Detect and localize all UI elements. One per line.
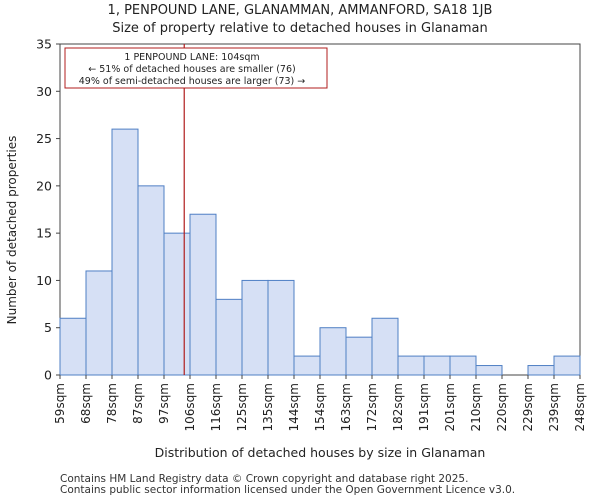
y-tick-label: 10 [36, 273, 52, 288]
bar-group [59, 128, 581, 376]
x-tick-label-163sqm: 163sqm [339, 383, 353, 431]
annotation-line-3: 49% of semi-detached houses are larger (… [79, 76, 306, 87]
bar-163sqm [345, 336, 373, 376]
y-axis-label: Number of detached properties [5, 136, 19, 325]
x-tick-label-106sqm: 106sqm [183, 383, 197, 431]
bar-172sqm [371, 317, 399, 376]
x-tick-label-154sqm: 154sqm [313, 383, 327, 431]
bar-68sqm [85, 270, 113, 376]
y-tick-label: 30 [36, 84, 52, 99]
x-tick-label-116sqm: 116sqm [209, 383, 223, 431]
annotation-box [64, 47, 328, 89]
x-tick-label-172sqm: 172sqm [365, 383, 379, 431]
x-axis-label: Distribution of detached houses by size … [155, 445, 486, 460]
chart-subtitle: Size of property relative to detached ho… [112, 21, 488, 36]
bar-106sqm [189, 213, 217, 376]
x-tick-label-135sqm: 135sqm [261, 383, 275, 431]
bar-229sqm [527, 365, 555, 376]
bar-97sqm [163, 232, 191, 376]
x-tick-label-97sqm: 97sqm [157, 383, 171, 424]
footer-line-2: Contains public sector information licen… [60, 484, 516, 496]
bar-144sqm [293, 355, 321, 376]
x-tick-label-144sqm: 144sqm [287, 383, 301, 431]
bar-154sqm [319, 327, 347, 376]
bar-239sqm [553, 355, 581, 376]
chart-title: 1, PENPOUND LANE, GLANAMMAN, AMMANFORD, … [107, 3, 493, 18]
bar-59sqm [59, 317, 87, 376]
x-tick-label-239sqm: 239sqm [547, 383, 561, 431]
x-tick-label-182sqm: 182sqm [391, 383, 405, 431]
y-tick-label: 15 [36, 226, 52, 241]
bar-116sqm [215, 298, 243, 376]
annotation-line-1: 1 PENPOUND LANE: 104sqm [124, 52, 259, 63]
x-tick-label-229sqm: 229sqm [521, 383, 535, 431]
x-tick-label-220sqm: 220sqm [495, 383, 509, 431]
x-tick-label-201sqm: 201sqm [443, 383, 457, 431]
x-tick-label-59sqm: 59sqm [53, 383, 67, 424]
bar-210sqm [475, 365, 503, 376]
x-tick-label-87sqm: 87sqm [131, 383, 145, 424]
bar-135sqm [267, 279, 295, 376]
x-tick-label-248sqm: 248sqm [573, 383, 587, 431]
y-tick-label: 35 [36, 37, 52, 52]
bar-191sqm [423, 355, 451, 376]
y-axis: 0 5 10 15 20 25 30 35 [36, 37, 60, 383]
x-axis: 59sqm 68sqm 78sqm 87sqm 97sqm 106sqm 116sqm 125… [53, 375, 587, 431]
bar-201sqm [449, 355, 477, 376]
x-tick-label-191sqm: 191sqm [417, 383, 431, 431]
y-tick-label: 25 [36, 131, 52, 146]
x-tick-label-78sqm: 78sqm [105, 383, 119, 424]
bar-78sqm [111, 128, 139, 376]
y-tick-label: 20 [36, 178, 52, 193]
footer-line-1: Contains HM Land Registry data © Crown c… [60, 473, 469, 485]
annotation-line-2: ← 51% of detached houses are smaller (76… [88, 64, 295, 75]
y-tick-label: 5 [44, 320, 52, 335]
bar-182sqm [397, 355, 425, 376]
x-tick-label-210sqm: 210sqm [469, 383, 483, 431]
bar-87sqm [137, 185, 165, 376]
y-tick-label: 0 [44, 368, 52, 383]
bar-125sqm [241, 279, 269, 376]
x-tick-label-68sqm: 68sqm [79, 383, 93, 424]
x-tick-label-125sqm: 125sqm [235, 383, 249, 431]
